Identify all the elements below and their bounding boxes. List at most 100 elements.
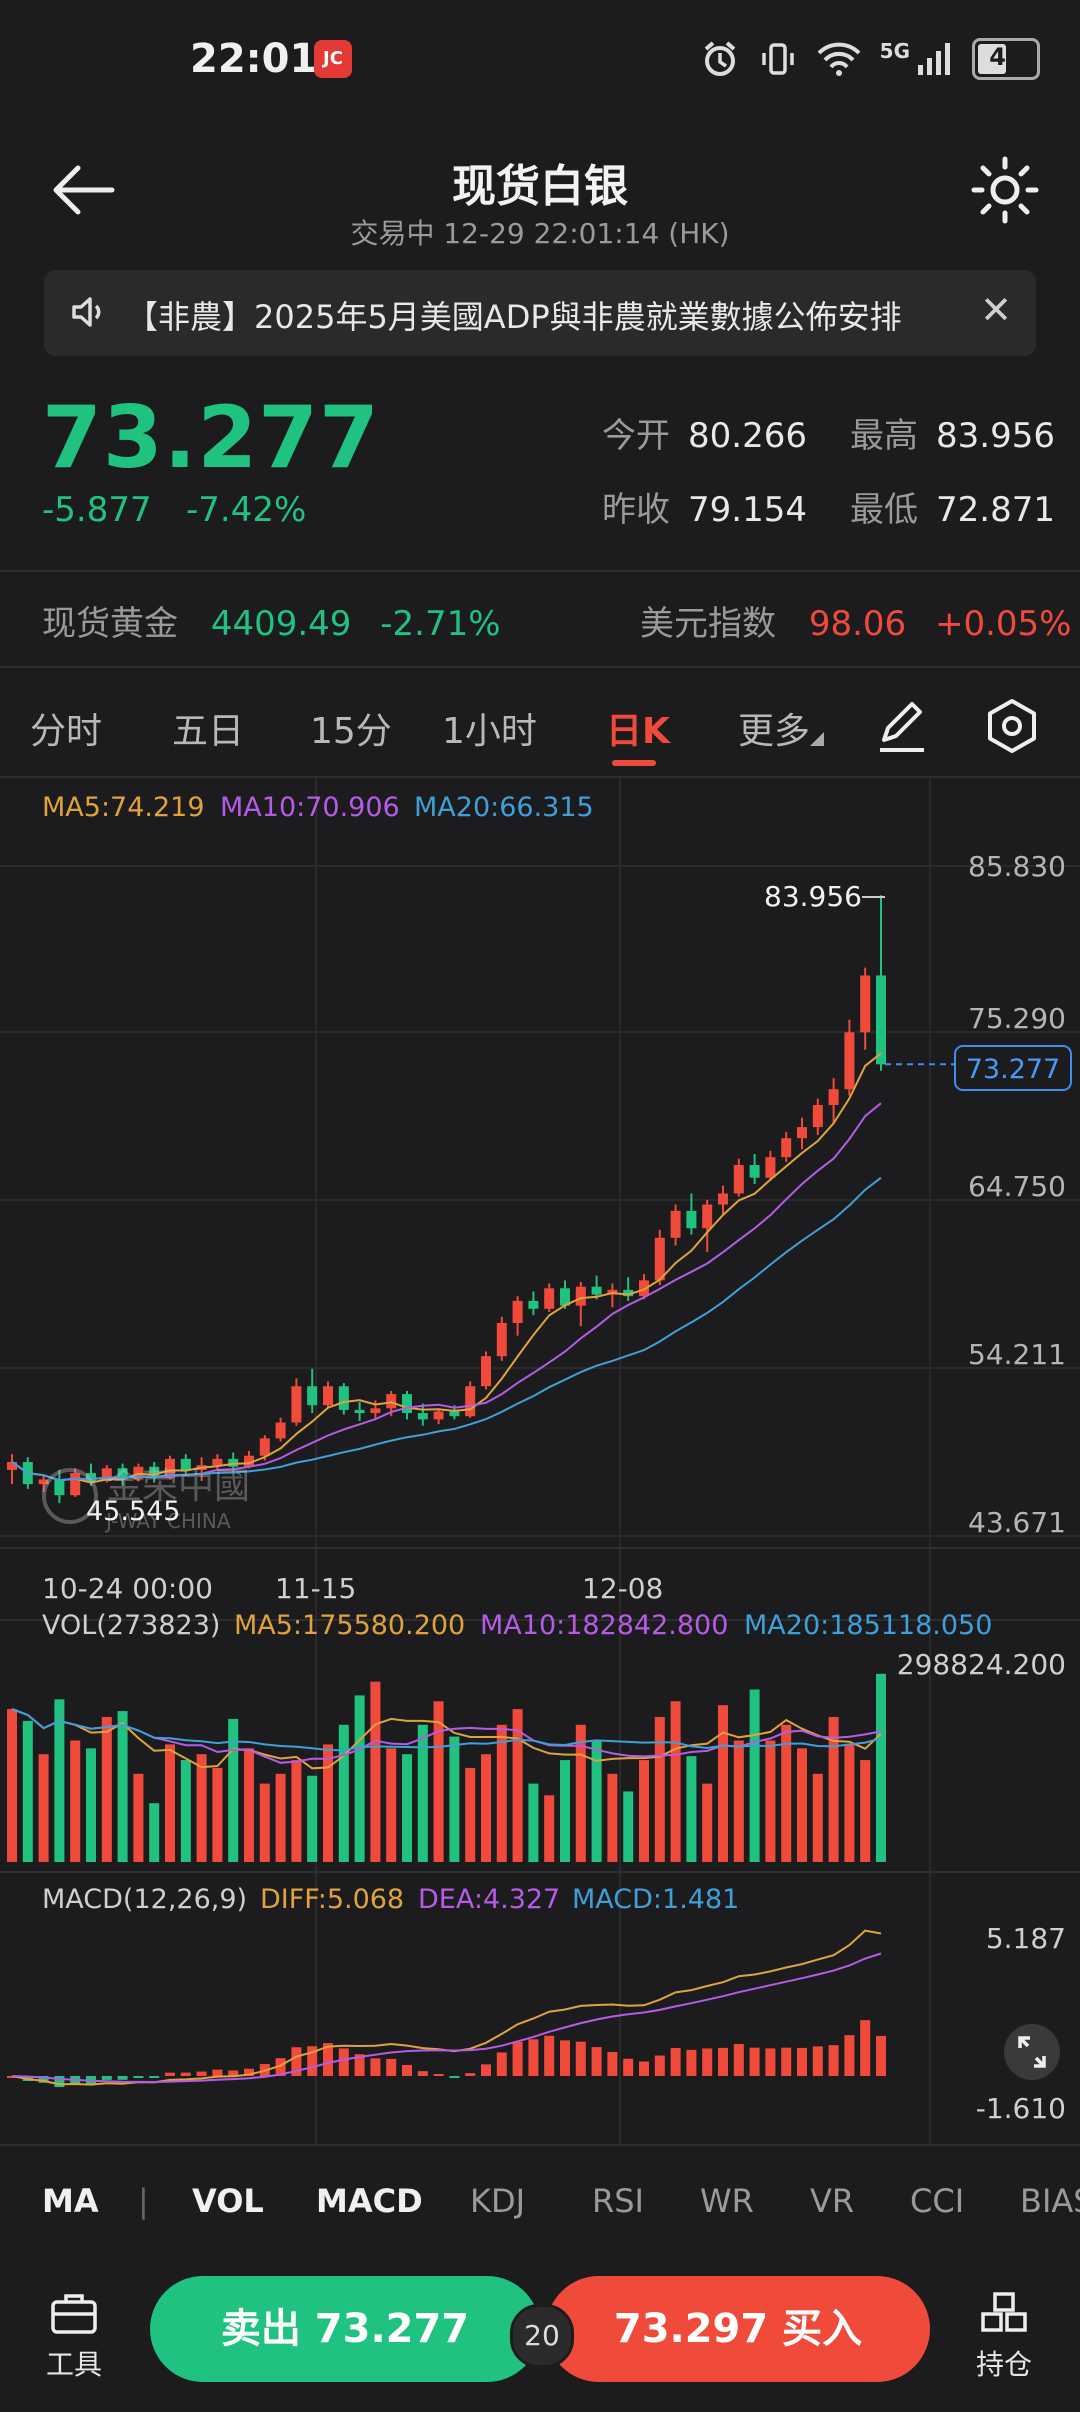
x-tick: 11-15 bbox=[275, 1572, 356, 1605]
volume-bar bbox=[323, 1744, 333, 1862]
indicator-cci[interactable]: CCI bbox=[910, 2182, 965, 2220]
volume-bar bbox=[560, 1760, 570, 1862]
volume-bar bbox=[307, 1775, 318, 1862]
volume-bar bbox=[860, 1760, 871, 1862]
candle-body bbox=[765, 1157, 776, 1178]
related-quote-usd-index[interactable]: 美元指数 98.06 +0.05% bbox=[640, 604, 1072, 644]
candle-body bbox=[575, 1286, 586, 1306]
macd-bar bbox=[449, 2075, 460, 2078]
tools-button[interactable]: 工具 bbox=[24, 2290, 124, 2383]
indicator-kdj[interactable]: KDJ bbox=[470, 2182, 526, 2220]
tab-1-hour[interactable]: 1小时 bbox=[442, 711, 537, 752]
news-banner[interactable]: 【非農】2025年5月美國ADP與非農就業數據公佈安排 ✕ bbox=[44, 270, 1036, 356]
theme-toggle-icon[interactable] bbox=[970, 155, 1040, 225]
indicator-wr[interactable]: WR bbox=[700, 2182, 754, 2220]
volume-bar bbox=[765, 1740, 776, 1862]
tab-15-min[interactable]: 15分 bbox=[310, 711, 392, 752]
candle-body bbox=[402, 1394, 412, 1414]
tab-five-day[interactable]: 五日 bbox=[172, 711, 245, 752]
price-change-percent: -7.42% bbox=[186, 490, 307, 530]
candle-body bbox=[70, 1473, 81, 1496]
volume-bar bbox=[639, 1760, 649, 1862]
network-label: 5G bbox=[879, 39, 910, 63]
volume-bar bbox=[876, 1673, 886, 1862]
macd-bar bbox=[291, 2047, 302, 2076]
macd-bar bbox=[228, 2070, 239, 2076]
indicator-bias[interactable]: BIAS bbox=[1020, 2182, 1080, 2220]
volume-bar bbox=[228, 1718, 239, 1862]
prev-close: 昨收 79.154 bbox=[602, 490, 807, 530]
indicator-vol[interactable]: VOL bbox=[192, 2182, 264, 2220]
candle-body bbox=[449, 1411, 460, 1417]
news-banner-text: 【非農】2025年5月美國ADP與非農就業數據公佈安排 bbox=[126, 298, 902, 336]
volume-bar bbox=[180, 1760, 191, 1862]
spread-badge: 20 bbox=[510, 2304, 574, 2368]
candle-body bbox=[180, 1458, 191, 1470]
back-arrow-icon[interactable] bbox=[48, 160, 118, 220]
macd-bar bbox=[591, 2047, 602, 2076]
indicator-macd[interactable]: MACD bbox=[316, 2182, 423, 2220]
candle-body bbox=[781, 1138, 792, 1158]
macd-bar bbox=[433, 2073, 444, 2076]
volume-bar bbox=[528, 1783, 539, 1862]
candle-body bbox=[828, 1089, 839, 1106]
volume-bar bbox=[86, 1748, 96, 1862]
macd-bar bbox=[496, 2052, 507, 2076]
battery-icon: 40 bbox=[972, 38, 1040, 80]
volume-bar bbox=[670, 1701, 681, 1862]
related-quote-gold[interactable]: 现货黄金 4409.49 -2.71% bbox=[42, 604, 501, 644]
draw-pencil-icon[interactable] bbox=[874, 696, 930, 756]
kline-chart-area[interactable]: MA5:74.219 MA10:70.906 MA20:66.315 85.83… bbox=[0, 776, 1080, 2146]
volume-bar bbox=[465, 1767, 476, 1862]
status-time: 22:01 bbox=[190, 36, 318, 82]
status-bar: 22:01 JC 5G 40 bbox=[0, 0, 1080, 120]
volume-bar bbox=[828, 1716, 839, 1862]
close-icon[interactable]: ✕ bbox=[980, 288, 1012, 332]
alarm-icon bbox=[704, 41, 735, 76]
ma20-legend: MA20:66.315 bbox=[414, 792, 594, 823]
macd-bar bbox=[149, 2075, 160, 2078]
indicator-rsi[interactable]: RSI bbox=[592, 2182, 644, 2220]
volume-bar bbox=[386, 1748, 397, 1862]
tab-more[interactable]: 更多 bbox=[738, 711, 811, 752]
macd-bar bbox=[733, 2044, 744, 2076]
tab-intraday[interactable]: 分时 bbox=[30, 711, 103, 752]
candle-body bbox=[149, 1466, 160, 1478]
candle-body bbox=[797, 1127, 807, 1139]
macd-bar bbox=[828, 2045, 839, 2076]
divider bbox=[0, 570, 1080, 572]
indicator-ma[interactable]: MA bbox=[42, 2182, 99, 2220]
tab-daily-k[interactable]: 日K bbox=[606, 711, 670, 752]
sell-button[interactable]: 卖出 73.277 bbox=[150, 2276, 540, 2382]
candle-body bbox=[528, 1300, 539, 1309]
low-marker-label: 45.545 bbox=[86, 1496, 180, 1527]
indicator-vr[interactable]: VR bbox=[810, 2182, 855, 2220]
kline-chart[interactable]: MA5:74.219 MA10:70.906 MA20:66.315 85.83… bbox=[0, 776, 1080, 2146]
buy-button[interactable]: 73.297 买入 bbox=[546, 2276, 930, 2382]
macd-value-legend: MACD:1.481 bbox=[572, 1884, 739, 1915]
positions-button[interactable]: 持仓 bbox=[954, 2290, 1054, 2383]
candle-body bbox=[876, 975, 886, 1065]
volume-bar bbox=[244, 1748, 254, 1862]
fullscreen-icon[interactable] bbox=[1004, 2024, 1060, 2080]
x-tick: 10-24 00:00 bbox=[42, 1572, 213, 1605]
vol-legend: VOL(273823) bbox=[42, 1610, 220, 1641]
macd-bar bbox=[386, 2058, 397, 2076]
volume-bar bbox=[733, 1740, 744, 1862]
volume-bar bbox=[544, 1795, 555, 1862]
candle-body bbox=[686, 1210, 697, 1229]
positions-label: 持仓 bbox=[975, 2348, 1032, 2381]
candle-body bbox=[354, 1409, 365, 1414]
volume-bar bbox=[354, 1695, 365, 1862]
volume-bar bbox=[149, 1803, 160, 1862]
chart-settings-icon[interactable] bbox=[982, 696, 1042, 756]
candle-body bbox=[338, 1386, 349, 1410]
macd-bar bbox=[338, 2048, 349, 2076]
candle-body bbox=[307, 1386, 318, 1406]
macd-diff-legend: DIFF:5.068 bbox=[260, 1884, 404, 1915]
divider bbox=[0, 776, 1080, 778]
volume-bar bbox=[70, 1740, 81, 1862]
macd-bar bbox=[465, 2073, 476, 2076]
macd-bar bbox=[528, 2039, 539, 2076]
candle-body bbox=[670, 1210, 681, 1238]
